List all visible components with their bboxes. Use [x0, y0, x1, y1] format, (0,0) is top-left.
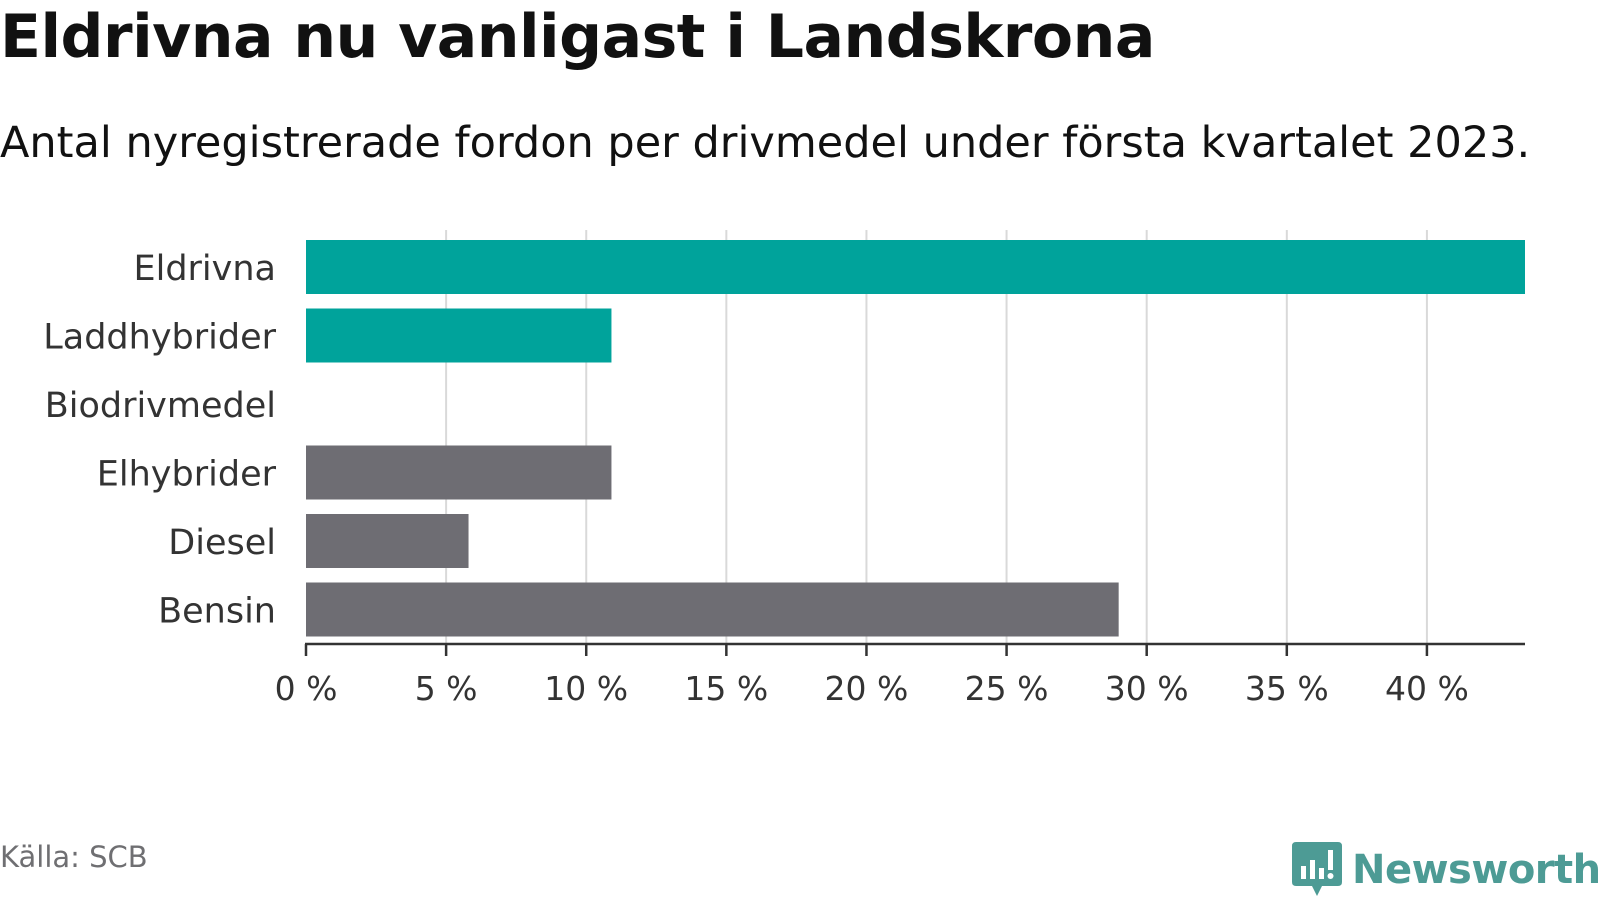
- newsworthy-logo-icon: [1292, 842, 1342, 896]
- x-tick-label-5: 5 %: [415, 669, 478, 708]
- x-tick-label-0: 0 %: [275, 669, 338, 708]
- brand-name: Newsworthy: [1352, 847, 1600, 893]
- x-tick-label-35: 35 %: [1245, 669, 1329, 708]
- x-tick-label-10: 10 %: [544, 669, 628, 708]
- bar-laddhybrider: [306, 308, 612, 363]
- newsworthy-logo: Newsworthy: [1292, 842, 1600, 898]
- source-label: Källa: SCB: [0, 840, 148, 874]
- x-tick-label-25: 25 %: [965, 669, 1049, 708]
- category-label-eldrivna: Eldrivna: [133, 249, 276, 289]
- bar-diesel: [306, 514, 469, 568]
- chart-subtitle: Antal nyregistrerade fordon per drivmede…: [0, 118, 1531, 168]
- category-label-diesel: Diesel: [168, 523, 276, 563]
- bar-eldrivna: [306, 240, 1525, 294]
- x-tick-label-30: 30 %: [1105, 669, 1189, 708]
- x-tick-label-15: 15 %: [684, 669, 768, 708]
- category-label-bensin: Bensin: [158, 592, 276, 632]
- bar-elhybrider: [306, 445, 612, 500]
- x-tick-label-40: 40 %: [1385, 669, 1469, 708]
- category-label-laddhybrider: Laddhybrider: [43, 318, 276, 358]
- category-label-biodrivmedel: Biodrivmedel: [45, 386, 276, 426]
- x-tick-label-20: 20 %: [825, 669, 909, 708]
- bar-bensin: [306, 582, 1119, 637]
- chart-title: Eldrivna nu vanligast i Landskrona: [0, 2, 1155, 72]
- category-label-elhybrider: Elhybrider: [97, 455, 277, 495]
